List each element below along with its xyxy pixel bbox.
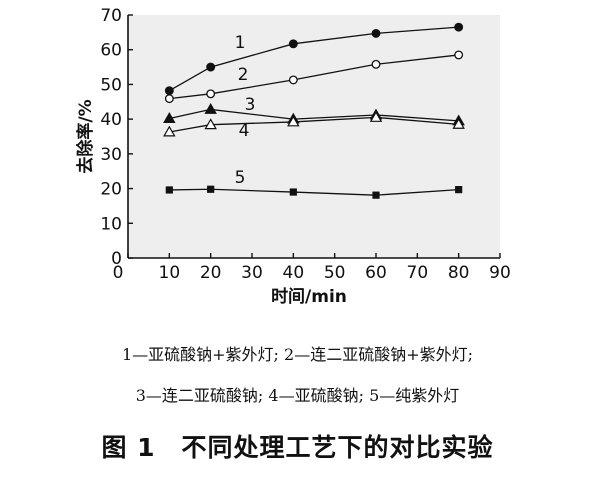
- legend-line-2: 3—连二亚硫酸钠; 4—亚硫酸钠; 5—纯紫外灯: [135, 386, 460, 405]
- data-point: [454, 50, 464, 60]
- series-1: [164, 22, 464, 96]
- y-axis-label: 去除率/%: [75, 99, 96, 173]
- data-point: [163, 112, 176, 123]
- y-tick-label: 30: [100, 145, 122, 165]
- data-point: [164, 94, 174, 104]
- series-2: [164, 50, 464, 104]
- data-point: [372, 191, 380, 199]
- data-point: [371, 28, 381, 38]
- axes: 0 10 20 30 40 50 60 70 0 10 20 30 40 50 60 70 80 90 时间/min…: [75, 6, 511, 307]
- x-tick-label: 0: [113, 263, 124, 283]
- data-point: [371, 59, 381, 69]
- x-tick-label: 80: [448, 263, 470, 283]
- x-tick-label: 60: [365, 263, 387, 283]
- y-tick-label: 40: [100, 110, 122, 130]
- y-tick-label: 70: [100, 6, 122, 26]
- series-label: 1: [235, 33, 246, 53]
- figure-title: 不同处理工艺下的对比实验: [181, 433, 494, 462]
- series-label: 4: [239, 121, 250, 141]
- data-point: [287, 115, 300, 127]
- data-point: [455, 186, 463, 194]
- x-tick-label: 40: [283, 263, 305, 283]
- figure-caption: 图 1 不同处理工艺下的对比实验: [0, 428, 595, 464]
- data-point: [206, 89, 216, 99]
- x-tick-label: 20: [200, 263, 222, 283]
- series-4: [163, 110, 465, 137]
- data-point: [207, 185, 215, 193]
- data-point: [288, 39, 298, 49]
- x-tick-label: 30: [241, 263, 263, 283]
- data-point: [163, 125, 176, 137]
- series-label: 5: [235, 168, 246, 188]
- data-point: [204, 103, 217, 114]
- y-tick-label: 10: [100, 214, 122, 234]
- x-tick-label: 50: [324, 263, 346, 283]
- y-tick-label: 20: [100, 180, 122, 200]
- legend-line-1: 1—亚硫酸钠+紫外灯; 2—连二亚硫酸钠+紫外灯;: [121, 345, 474, 364]
- plot-area: [128, 15, 500, 258]
- x-tick-label: 10: [159, 263, 181, 283]
- data-point: [165, 186, 173, 194]
- series-label: 3: [245, 95, 256, 115]
- data-point: [164, 86, 174, 96]
- series-group: [163, 22, 465, 199]
- x-tick-label: 70: [407, 263, 429, 283]
- x-axis-label: 时间/min: [271, 286, 347, 307]
- series-5: [165, 185, 463, 199]
- y-tick-label: 50: [100, 75, 122, 95]
- y-tick-label: 60: [100, 41, 122, 61]
- series-label: 2: [238, 65, 249, 85]
- data-point: [204, 118, 217, 130]
- figure-number: 图 1: [101, 433, 156, 462]
- data-point: [289, 188, 297, 196]
- x-tick-label: 90: [489, 263, 511, 283]
- data-point: [288, 75, 298, 85]
- y-tick-label: 0: [111, 249, 122, 269]
- series-labels: 1 2 3 4 5: [235, 33, 256, 188]
- line-chart: 0 10 20 30 40 50 60 70 0 10 20 30 40 50 60 70 80 90 时间/min…: [75, 6, 511, 307]
- data-point: [369, 110, 383, 122]
- data-point: [452, 117, 465, 129]
- data-point: [206, 62, 216, 72]
- data-point: [454, 22, 464, 32]
